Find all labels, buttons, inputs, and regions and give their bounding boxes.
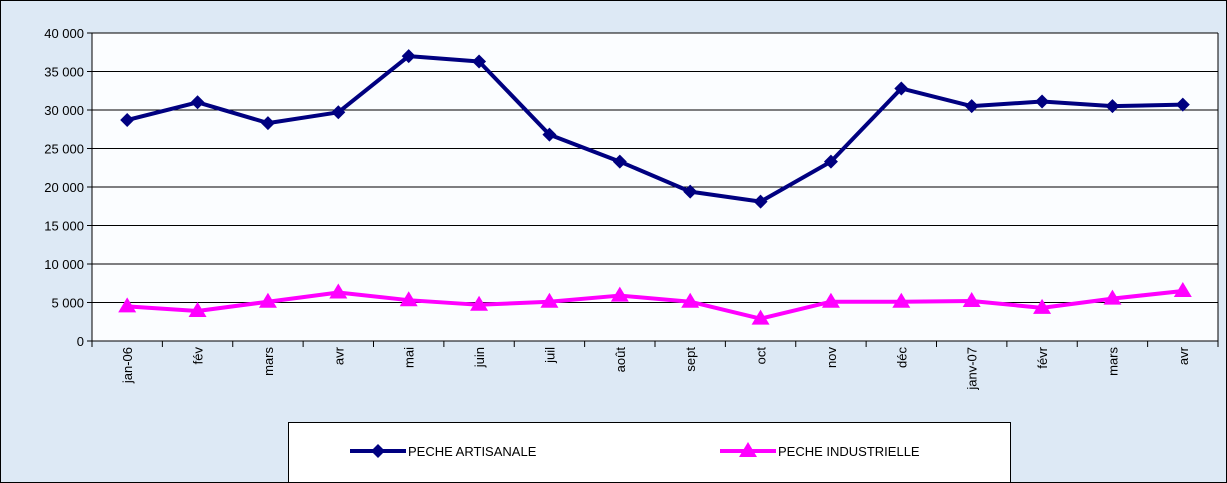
point [1175, 97, 1190, 112]
point [329, 283, 348, 299]
point [964, 99, 979, 114]
x-tick-label: juil [542, 347, 557, 364]
series-line [126, 54, 1183, 204]
y-tick-label: 5 000 [51, 296, 84, 311]
x-tick-label: août [613, 347, 628, 373]
series-line [127, 288, 1184, 321]
point [610, 286, 629, 302]
y-tick-label: 15 000 [44, 219, 84, 234]
point [681, 292, 700, 308]
point [821, 292, 840, 308]
point [540, 292, 559, 308]
point [120, 113, 135, 128]
point [399, 291, 418, 307]
point [331, 105, 346, 120]
y-tick-label: 30 000 [44, 103, 84, 118]
x-tick-label: mars [261, 347, 276, 376]
point [118, 297, 137, 313]
point [190, 95, 205, 110]
y-tick-label: 25 000 [44, 142, 84, 157]
x-tick-label: nov [824, 347, 839, 368]
point [542, 127, 557, 142]
y-tick-label: 35 000 [44, 65, 84, 80]
x-tick-label: mars [1105, 347, 1120, 376]
point [823, 154, 838, 169]
x-tick-label: avr [1176, 346, 1191, 365]
legend-label: PECHE INDUSTRIELLE [778, 444, 920, 459]
point [1103, 289, 1122, 305]
x-tick-label: sept [683, 347, 698, 372]
point [371, 444, 385, 458]
y-tick-label: 10 000 [44, 257, 84, 272]
y-tick-label: 40 000 [44, 26, 84, 41]
legend: PECHE ARTISANALE PECHE INDUSTRIELLE [288, 422, 1011, 483]
point [401, 49, 416, 64]
point [739, 442, 757, 457]
point [612, 154, 627, 169]
point [1173, 281, 1192, 297]
legend-box [288, 422, 1011, 483]
y-tick-label: 20 000 [44, 180, 84, 195]
point [260, 116, 275, 131]
x-tick-label: déc [894, 347, 909, 368]
point [894, 81, 909, 96]
point [1035, 94, 1050, 109]
point [470, 295, 489, 311]
point [1033, 298, 1052, 314]
point [962, 291, 981, 307]
point [258, 292, 277, 308]
x-tick-label: mai [402, 347, 417, 368]
x-tick-label: jan-06 [120, 347, 135, 384]
legend-label: PECHE ARTISANALE [408, 444, 537, 459]
point [188, 301, 207, 317]
x-tick-label: fév [191, 347, 206, 365]
point [753, 194, 768, 209]
x-tick-label: juin [472, 347, 487, 368]
x-tick-label: janv-07 [965, 347, 980, 391]
x-tick-label: oct [754, 347, 769, 365]
point [472, 54, 487, 69]
y-tick-label: 0 [77, 334, 84, 349]
x-tick-label: avr [331, 346, 346, 365]
x-tick-label: févr [1035, 346, 1050, 368]
point [1105, 99, 1120, 114]
point [751, 309, 770, 325]
point [683, 184, 698, 199]
point [892, 292, 911, 308]
